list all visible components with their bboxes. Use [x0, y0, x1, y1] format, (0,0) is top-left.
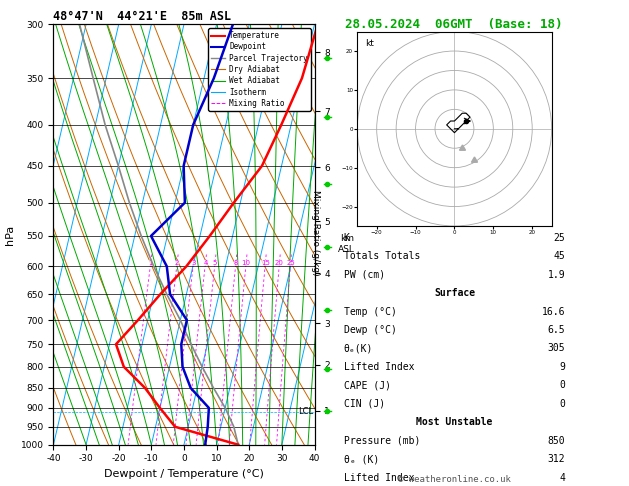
Text: 10: 10	[242, 260, 250, 266]
Text: Lifted Index: Lifted Index	[343, 362, 414, 372]
Text: © weatheronline.co.uk: © weatheronline.co.uk	[398, 474, 511, 484]
Text: Dewp (°C): Dewp (°C)	[343, 325, 396, 335]
Text: Surface: Surface	[434, 288, 475, 298]
Text: 1: 1	[148, 260, 153, 266]
Text: 305: 305	[548, 344, 565, 353]
Y-axis label: km
ASL: km ASL	[338, 235, 355, 254]
Text: Mixing Ratio (g/kg): Mixing Ratio (g/kg)	[311, 191, 320, 276]
Text: kt: kt	[365, 39, 374, 49]
Text: 312: 312	[548, 454, 565, 464]
Text: LCL: LCL	[298, 407, 313, 417]
Legend: Temperature, Dewpoint, Parcel Trajectory, Dry Adiabat, Wet Adiabat, Isotherm, Mi: Temperature, Dewpoint, Parcel Trajectory…	[208, 28, 311, 111]
Text: Temp (°C): Temp (°C)	[343, 307, 396, 316]
Text: θₑ(K): θₑ(K)	[343, 344, 373, 353]
Text: 28.05.2024  06GMT  (Base: 18): 28.05.2024 06GMT (Base: 18)	[345, 18, 562, 32]
Text: 15: 15	[261, 260, 270, 266]
Text: 16.6: 16.6	[542, 307, 565, 316]
Y-axis label: hPa: hPa	[5, 225, 15, 244]
Text: θₑ (K): θₑ (K)	[343, 454, 379, 464]
Text: 4: 4	[559, 473, 565, 483]
Text: 0: 0	[559, 399, 565, 409]
Text: 3: 3	[191, 260, 196, 266]
Text: 4: 4	[203, 260, 208, 266]
Text: 8: 8	[233, 260, 238, 266]
Text: Pressure (mb): Pressure (mb)	[343, 436, 420, 446]
Text: 5: 5	[213, 260, 217, 266]
Text: 1.9: 1.9	[548, 270, 565, 279]
Text: 25: 25	[286, 260, 295, 266]
X-axis label: Dewpoint / Temperature (°C): Dewpoint / Temperature (°C)	[104, 469, 264, 479]
Text: Totals Totals: Totals Totals	[343, 251, 420, 261]
Text: 2: 2	[175, 260, 179, 266]
Text: 48°47'N  44°21'E  85m ASL: 48°47'N 44°21'E 85m ASL	[53, 10, 231, 23]
Text: 20: 20	[275, 260, 284, 266]
Text: 9: 9	[559, 362, 565, 372]
Text: 6.5: 6.5	[548, 325, 565, 335]
Text: CAPE (J): CAPE (J)	[343, 381, 391, 390]
Text: 850: 850	[548, 436, 565, 446]
Text: 25: 25	[554, 233, 565, 243]
Text: 45: 45	[554, 251, 565, 261]
Text: 0: 0	[559, 381, 565, 390]
Text: CIN (J): CIN (J)	[343, 399, 385, 409]
Text: PW (cm): PW (cm)	[343, 270, 385, 279]
Text: Lifted Index: Lifted Index	[343, 473, 414, 483]
Text: Most Unstable: Most Unstable	[416, 417, 493, 427]
Text: K: K	[343, 233, 350, 243]
